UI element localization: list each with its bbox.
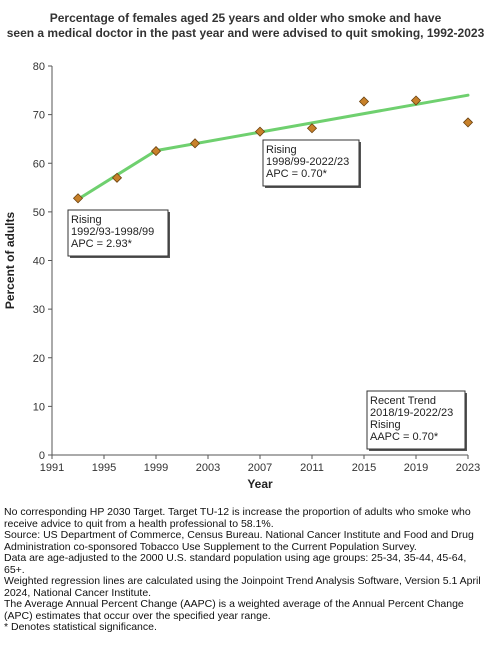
y-tick-label: 40 <box>33 256 45 268</box>
y-tick-label: 10 <box>33 401 45 413</box>
footnote: * Denotes statistical significance. <box>4 621 157 633</box>
annotation-line: APC = 2.93* <box>71 238 133 250</box>
data-point <box>72 193 84 204</box>
x-tick-label: 2003 <box>196 462 220 474</box>
annotation-frame <box>262 139 360 187</box>
data-point <box>462 117 474 128</box>
y-tick-label: 0 <box>39 450 45 462</box>
data-point <box>358 96 370 107</box>
annotation-line: AAPC = 0.70* <box>370 431 439 443</box>
annotation-line: APC = 0.70* <box>266 168 328 180</box>
footnote: Source: US Department of Commerce, Censu… <box>4 529 474 553</box>
annotation-line: 1998/99-2022/23 <box>266 156 349 168</box>
y-axis-title: Percent of adults <box>3 212 17 310</box>
x-tick-label: 1991 <box>40 462 64 474</box>
annotation-line: Rising <box>266 144 297 156</box>
footnote: No corresponding HP 2030 Target. Target … <box>4 506 471 530</box>
chart-title: Percentage of females aged 25 years and … <box>6 11 485 40</box>
annotation-line: 1992/93-1998/99 <box>71 226 154 238</box>
x-tick-label: 2011 <box>300 462 324 474</box>
data-points <box>72 95 474 204</box>
footnote: Weighted regression lines are calculated… <box>4 575 481 599</box>
annotation-line: 2018/19-2022/23 <box>370 407 453 419</box>
data-point <box>111 172 123 183</box>
data-point <box>150 146 162 157</box>
x-axis-title: Year <box>247 477 273 491</box>
x-tick-label: 1995 <box>92 462 116 474</box>
data-point <box>410 95 422 106</box>
x-tick-label: 2007 <box>248 462 272 474</box>
y-tick-label: 30 <box>33 304 45 316</box>
data-point <box>189 138 201 149</box>
annotation-frame <box>366 390 466 450</box>
y-tick-label: 50 <box>33 207 45 219</box>
x-tick-label: 2015 <box>352 462 376 474</box>
data-point <box>306 123 318 134</box>
annotation-line: Recent Trend <box>370 395 436 407</box>
annotation-frame <box>67 209 169 257</box>
chart: 0 10 20 30 40 50 60 70 80 1991 1995 1999 2003 2007 201… <box>3 61 480 491</box>
x-tick-label: 2019 <box>404 462 428 474</box>
y-tick-label: 60 <box>33 158 45 170</box>
y-tick-label: 80 <box>33 61 45 73</box>
y-tick-label: 20 <box>33 353 45 365</box>
annotation-line: Rising <box>71 214 102 226</box>
axes: 0 10 20 30 40 50 60 70 80 1991 1995 1999 2003 2007 201… <box>3 61 480 491</box>
y-tick-label: 70 <box>33 110 45 122</box>
footnotes: No corresponding HP 2030 Target. Target … <box>4 506 488 634</box>
data-point <box>254 126 266 137</box>
annotation-line: Rising <box>370 419 401 431</box>
footnote: The Average Annual Percent Change (AAPC)… <box>4 598 464 622</box>
x-tick-label: 2023 <box>456 462 480 474</box>
x-tick-label: 1999 <box>144 462 168 474</box>
footnote: Data are age-adjusted to the 2000 U.S. s… <box>4 552 467 576</box>
